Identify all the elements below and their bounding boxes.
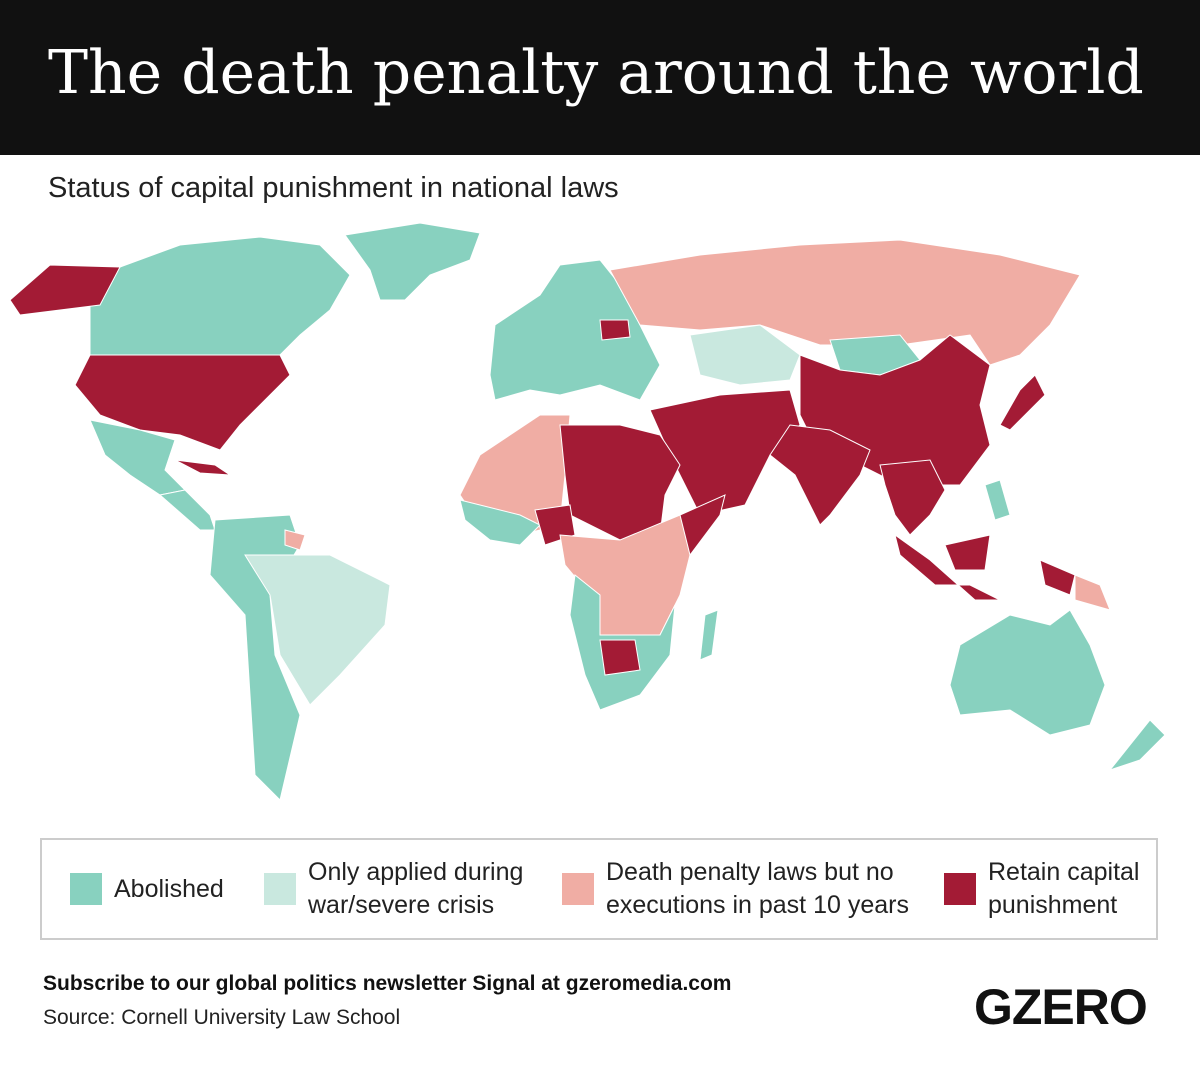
botswana bbox=[599, 639, 641, 676]
greenland bbox=[344, 222, 481, 301]
legend-item: Death penalty laws but no executions in … bbox=[562, 840, 946, 938]
australia bbox=[949, 609, 1106, 736]
brazil bbox=[244, 554, 391, 706]
horn-africa bbox=[679, 494, 726, 557]
usa bbox=[74, 354, 291, 451]
legend-item: Only applied during war/severe crisis bbox=[264, 840, 568, 938]
legend-label: Abolished bbox=[114, 874, 224, 903]
north-africa-red bbox=[559, 424, 681, 541]
canada bbox=[89, 236, 351, 356]
legend-label: Death penalty laws but no executions in … bbox=[606, 858, 909, 919]
legend-label: Only applied during war/severe crisis bbox=[308, 858, 524, 919]
new-zealand bbox=[1108, 719, 1166, 772]
subtitle: Status of capital punishment in national… bbox=[48, 172, 619, 204]
guianas bbox=[284, 529, 306, 551]
legend-item: Retain capital punishment bbox=[944, 840, 1188, 938]
madagascar bbox=[699, 609, 719, 661]
southeast-asia bbox=[879, 459, 946, 536]
indonesia bbox=[894, 533, 1076, 601]
europe bbox=[489, 259, 661, 401]
source: Source: Cornell University Law School bbox=[43, 1006, 401, 1029]
legend-swatch bbox=[264, 873, 296, 905]
newsletter-cta: Subscribe to our global politics newslet… bbox=[43, 972, 732, 995]
belarus bbox=[599, 319, 631, 341]
legend-swatch bbox=[944, 873, 976, 905]
japan bbox=[999, 374, 1046, 431]
legend-swatch bbox=[70, 873, 102, 905]
legend-item: Abolished bbox=[70, 840, 284, 938]
legend-label: Retain capital punishment bbox=[988, 858, 1140, 919]
world-map bbox=[9, 222, 1166, 801]
logo: GZERO bbox=[974, 979, 1148, 1035]
legend: Abolished Only applied during war/severe … bbox=[40, 838, 1158, 940]
central-america bbox=[158, 489, 216, 531]
png bbox=[1074, 574, 1111, 611]
header-bar: The death penalty around the world bbox=[0, 0, 1200, 155]
caribbean bbox=[174, 459, 232, 476]
russia bbox=[609, 239, 1081, 366]
legend-swatch bbox=[562, 873, 594, 905]
philippines bbox=[984, 479, 1011, 521]
west-africa bbox=[459, 499, 541, 546]
title: The death penalty around the world bbox=[48, 38, 1144, 108]
alaska bbox=[9, 264, 121, 316]
india bbox=[769, 424, 871, 526]
kazakhstan bbox=[689, 324, 801, 386]
